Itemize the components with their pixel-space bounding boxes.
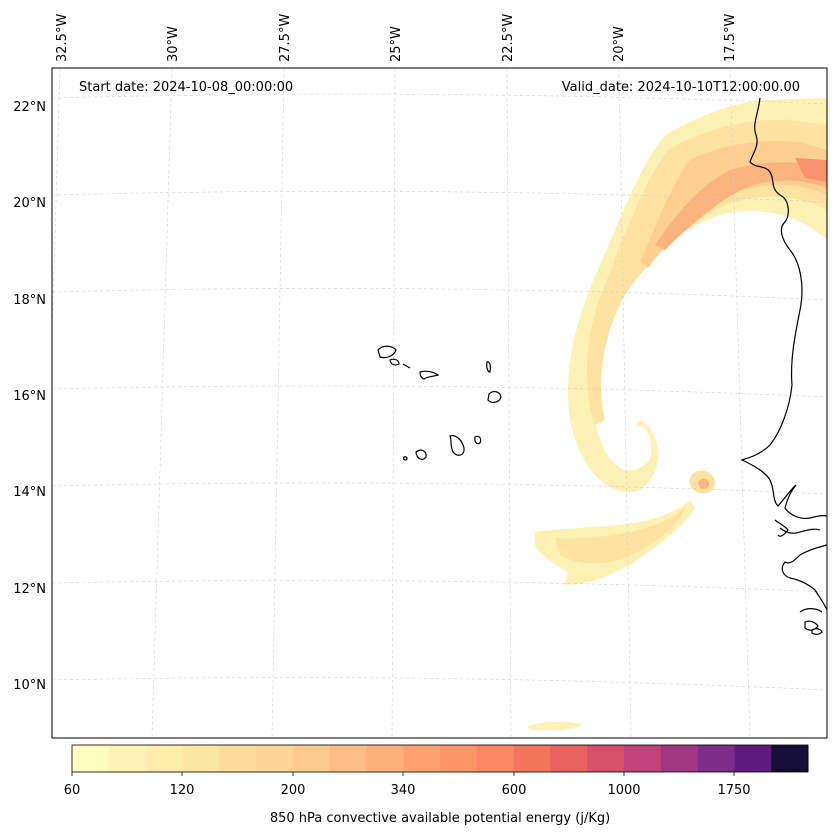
colorbar-cell [329,745,367,772]
lon-label: 30°W [166,26,181,62]
island-brava [403,456,408,461]
colorbar-tick-label: 120 [170,783,195,798]
colorbar-cell [403,745,441,772]
colorbar-ticks [71,772,735,776]
lon-label: 17.5°W [723,14,738,62]
lon-label: 22.5°W [501,14,516,62]
colorbar-tick-label: 200 [281,783,306,798]
colorbar-cell [550,745,588,772]
africa-coastline [740,97,827,520]
cape-south-patch [527,721,582,731]
africa-coastline-south [781,544,827,611]
colorbar-tick-label: 1000 [607,783,640,798]
colorbar-cell [624,745,662,772]
lat-label: 10°N [13,678,46,693]
map-frame [51,67,828,739]
coast-detail-1 [774,519,789,537]
colorbar-cell [440,745,478,772]
colorbar-label: 850 hPa convective available potential e… [270,811,610,826]
island-boa-vista [487,391,502,403]
island-fogo [415,449,427,460]
colorbar-cell [476,745,515,772]
coast-detail-2 [779,527,821,534]
coastlines [377,97,827,635]
graticule [52,68,827,738]
island-sal [486,361,491,373]
lon-label: 25°W [389,26,404,62]
colorbar-cell [771,745,809,772]
start-date-label: Start date: 2024-10-08_00:00:00 [79,80,293,95]
colorbar-cell [182,745,220,772]
bijagos-islands [799,608,823,635]
colorbar-tick-label: 600 [502,783,527,798]
colorbar: 60 120 200 340 600 1000 1750 850 hPa con… [64,744,809,826]
cape-spot-core [698,478,710,489]
cape-tongue-mid [555,506,686,564]
colorbar-cell [219,745,257,772]
lat-label: 20°N [13,196,46,211]
colorbar-cell [697,745,735,772]
colorbar-cell [734,745,772,772]
island-santo-antao [377,345,397,359]
colorbar-tick-label: 1750 [717,783,750,798]
valid-date-label: Valid_date: 2024-10-10T12:00:00.00 [562,80,800,95]
cape-arc-mid [587,119,827,425]
lat-label: 12°N [13,582,46,597]
colorbar-frame [71,744,809,773]
lat-label: 16°N [13,389,46,404]
cape-arc-max [795,158,827,182]
colorbar-tick-labels: 60 120 200 340 600 1000 1750 [64,783,751,798]
colorbar-tick-label: 340 [391,783,416,798]
lat-label: 14°N [13,485,46,500]
lon-label: 27.5°W [278,14,293,62]
longitude-labels: 32.5°W 30°W 27.5°W 25°W 22.5°W 20°W 17.5… [55,14,738,62]
island-santa-luzia [402,363,411,369]
island-maio [474,435,482,445]
island-sao-vicente [389,358,400,366]
latitude-labels: 22°N 20°N 18°N 16°N 14°N 12°N 10°N [13,100,46,693]
colorbar-cell [660,745,699,772]
lon-label: 32.5°W [55,14,70,62]
island-santiago [449,435,465,456]
colorbar-cell [108,745,147,772]
colorbar-cell [292,745,331,772]
colorbar-cell [513,745,551,772]
cape-field [527,98,827,731]
lon-label: 20°W [612,26,627,62]
island-sao-nicolau [419,370,440,380]
lat-label: 22°N [13,100,46,115]
colorbar-cell [587,745,625,772]
colorbar-cell [256,745,294,772]
colorbar-cells [72,745,809,772]
colorbar-tick-label: 60 [64,783,81,798]
colorbar-cell [145,745,183,772]
colorbar-cell [366,745,404,772]
colorbar-cell [72,745,110,772]
lat-label: 18°N [13,293,46,308]
